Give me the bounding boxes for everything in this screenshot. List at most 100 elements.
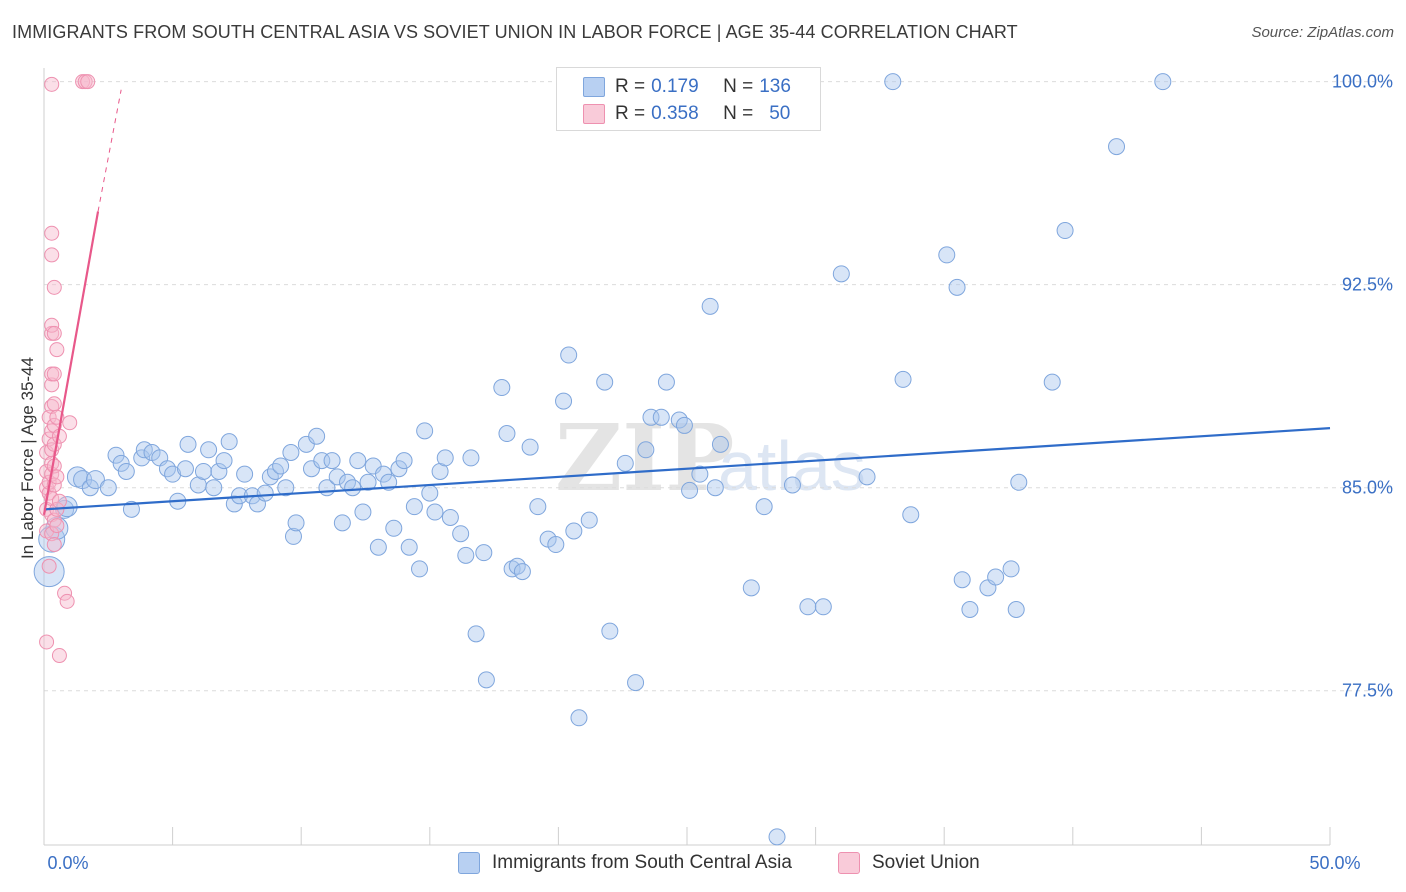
blue-point bbox=[405, 498, 423, 516]
pink-point bbox=[46, 417, 62, 433]
blue-point bbox=[375, 465, 393, 483]
blue-point bbox=[493, 379, 511, 397]
blue-point bbox=[164, 465, 182, 483]
pink-point bbox=[46, 396, 62, 412]
blue-point bbox=[670, 411, 688, 429]
blue-point bbox=[313, 452, 331, 470]
pink-point bbox=[46, 537, 62, 553]
blue-point bbox=[961, 601, 979, 618]
blue-point bbox=[1108, 138, 1126, 156]
pink-point bbox=[39, 634, 55, 650]
x-tick-label: 0.0% bbox=[47, 853, 88, 873]
stats-legend-row-pink: R = 0.358 N = 50 bbox=[583, 102, 790, 126]
blue-point bbox=[498, 425, 516, 443]
blue-point bbox=[236, 465, 254, 483]
blue-point bbox=[462, 449, 480, 467]
blue-point bbox=[691, 465, 709, 483]
n-label: N = bbox=[723, 76, 754, 97]
pink-point bbox=[46, 279, 62, 295]
pink-point bbox=[46, 325, 62, 341]
blue-point bbox=[1056, 222, 1074, 240]
stats-legend-row-blue: R = 0.179 N = 136 bbox=[583, 75, 791, 99]
n-value: 50 bbox=[769, 103, 791, 124]
blue-point bbox=[783, 476, 801, 494]
blue-point bbox=[627, 674, 645, 692]
y-tick-label: 77.5% bbox=[1342, 681, 1393, 701]
blue-point bbox=[308, 427, 326, 445]
pink-point bbox=[44, 317, 60, 333]
legend-item-south-central-asia: Immigrants from South Central Asia bbox=[458, 852, 792, 874]
blue-point bbox=[107, 446, 125, 464]
blue-point bbox=[282, 444, 300, 461]
pink-point bbox=[59, 593, 75, 609]
blue-point bbox=[657, 373, 675, 391]
blue-trend-line bbox=[43, 427, 1331, 511]
blue-point bbox=[547, 536, 565, 554]
blue-point bbox=[344, 479, 362, 497]
n-value: 136 bbox=[759, 76, 791, 97]
blue-point bbox=[99, 479, 117, 497]
blue-point bbox=[642, 408, 660, 426]
blue-point bbox=[1043, 373, 1061, 391]
r-value: 0.358 bbox=[651, 103, 699, 124]
blue-point bbox=[215, 452, 233, 470]
pink-point bbox=[41, 558, 57, 574]
blue-point bbox=[555, 392, 573, 410]
blue-point bbox=[369, 538, 387, 556]
blue-point bbox=[359, 473, 377, 491]
blue-point bbox=[333, 514, 351, 532]
pink-point bbox=[44, 398, 60, 414]
blue-point bbox=[225, 495, 243, 513]
blue-point bbox=[596, 373, 614, 391]
blue-point bbox=[742, 579, 760, 597]
blue-point bbox=[755, 498, 773, 516]
blue-point bbox=[948, 278, 966, 296]
blue-point bbox=[681, 481, 699, 499]
legend-item-soviet-union: Soviet Union bbox=[838, 852, 980, 874]
r-value: 0.179 bbox=[651, 76, 699, 97]
blue-point bbox=[799, 598, 817, 616]
blue-point bbox=[570, 709, 588, 727]
stats-legend: R = 0.179 N = 136 R = 0.358 N = 50 bbox=[556, 67, 821, 131]
blue-point bbox=[441, 508, 459, 526]
pink-trend-extension bbox=[97, 89, 122, 212]
blue-point bbox=[601, 622, 619, 640]
pink-point bbox=[62, 415, 78, 431]
blue-point bbox=[349, 452, 367, 470]
blue-point bbox=[85, 470, 105, 490]
blue-point bbox=[205, 479, 223, 497]
blue-point bbox=[894, 370, 912, 388]
blue-point bbox=[987, 568, 1005, 586]
blue-point bbox=[652, 408, 670, 426]
n-label: N = bbox=[723, 103, 754, 124]
blue-point bbox=[158, 460, 176, 478]
blue-point bbox=[637, 441, 655, 459]
blue-swatch-icon bbox=[458, 852, 480, 874]
r-label: R = bbox=[615, 103, 646, 124]
blue-point bbox=[858, 468, 876, 486]
blue-point bbox=[256, 484, 274, 502]
blue-point bbox=[467, 625, 485, 643]
x-tick-label: 50.0% bbox=[1309, 853, 1360, 873]
pink-point bbox=[49, 342, 65, 358]
blue-point bbox=[328, 468, 346, 486]
blue-point bbox=[385, 519, 403, 537]
blue-point bbox=[200, 441, 218, 459]
blue-point bbox=[354, 503, 372, 521]
y-tick-label: 92.5% bbox=[1342, 275, 1393, 295]
pink-point bbox=[44, 247, 60, 263]
pink-swatch-icon bbox=[583, 104, 605, 124]
blue-point bbox=[194, 462, 212, 480]
blue-point bbox=[616, 454, 634, 472]
blue-point bbox=[1154, 73, 1172, 91]
chart-title: IMMIGRANTS FROM SOUTH CENTRAL ASIA VS SO… bbox=[12, 22, 1018, 42]
blue-point bbox=[814, 598, 832, 616]
blue-point bbox=[112, 454, 130, 472]
blue-point bbox=[390, 460, 408, 478]
pink-point bbox=[57, 585, 73, 601]
blue-point bbox=[938, 246, 956, 264]
blue-point bbox=[284, 527, 302, 545]
pink-point bbox=[46, 366, 62, 382]
blue-point bbox=[452, 525, 470, 543]
